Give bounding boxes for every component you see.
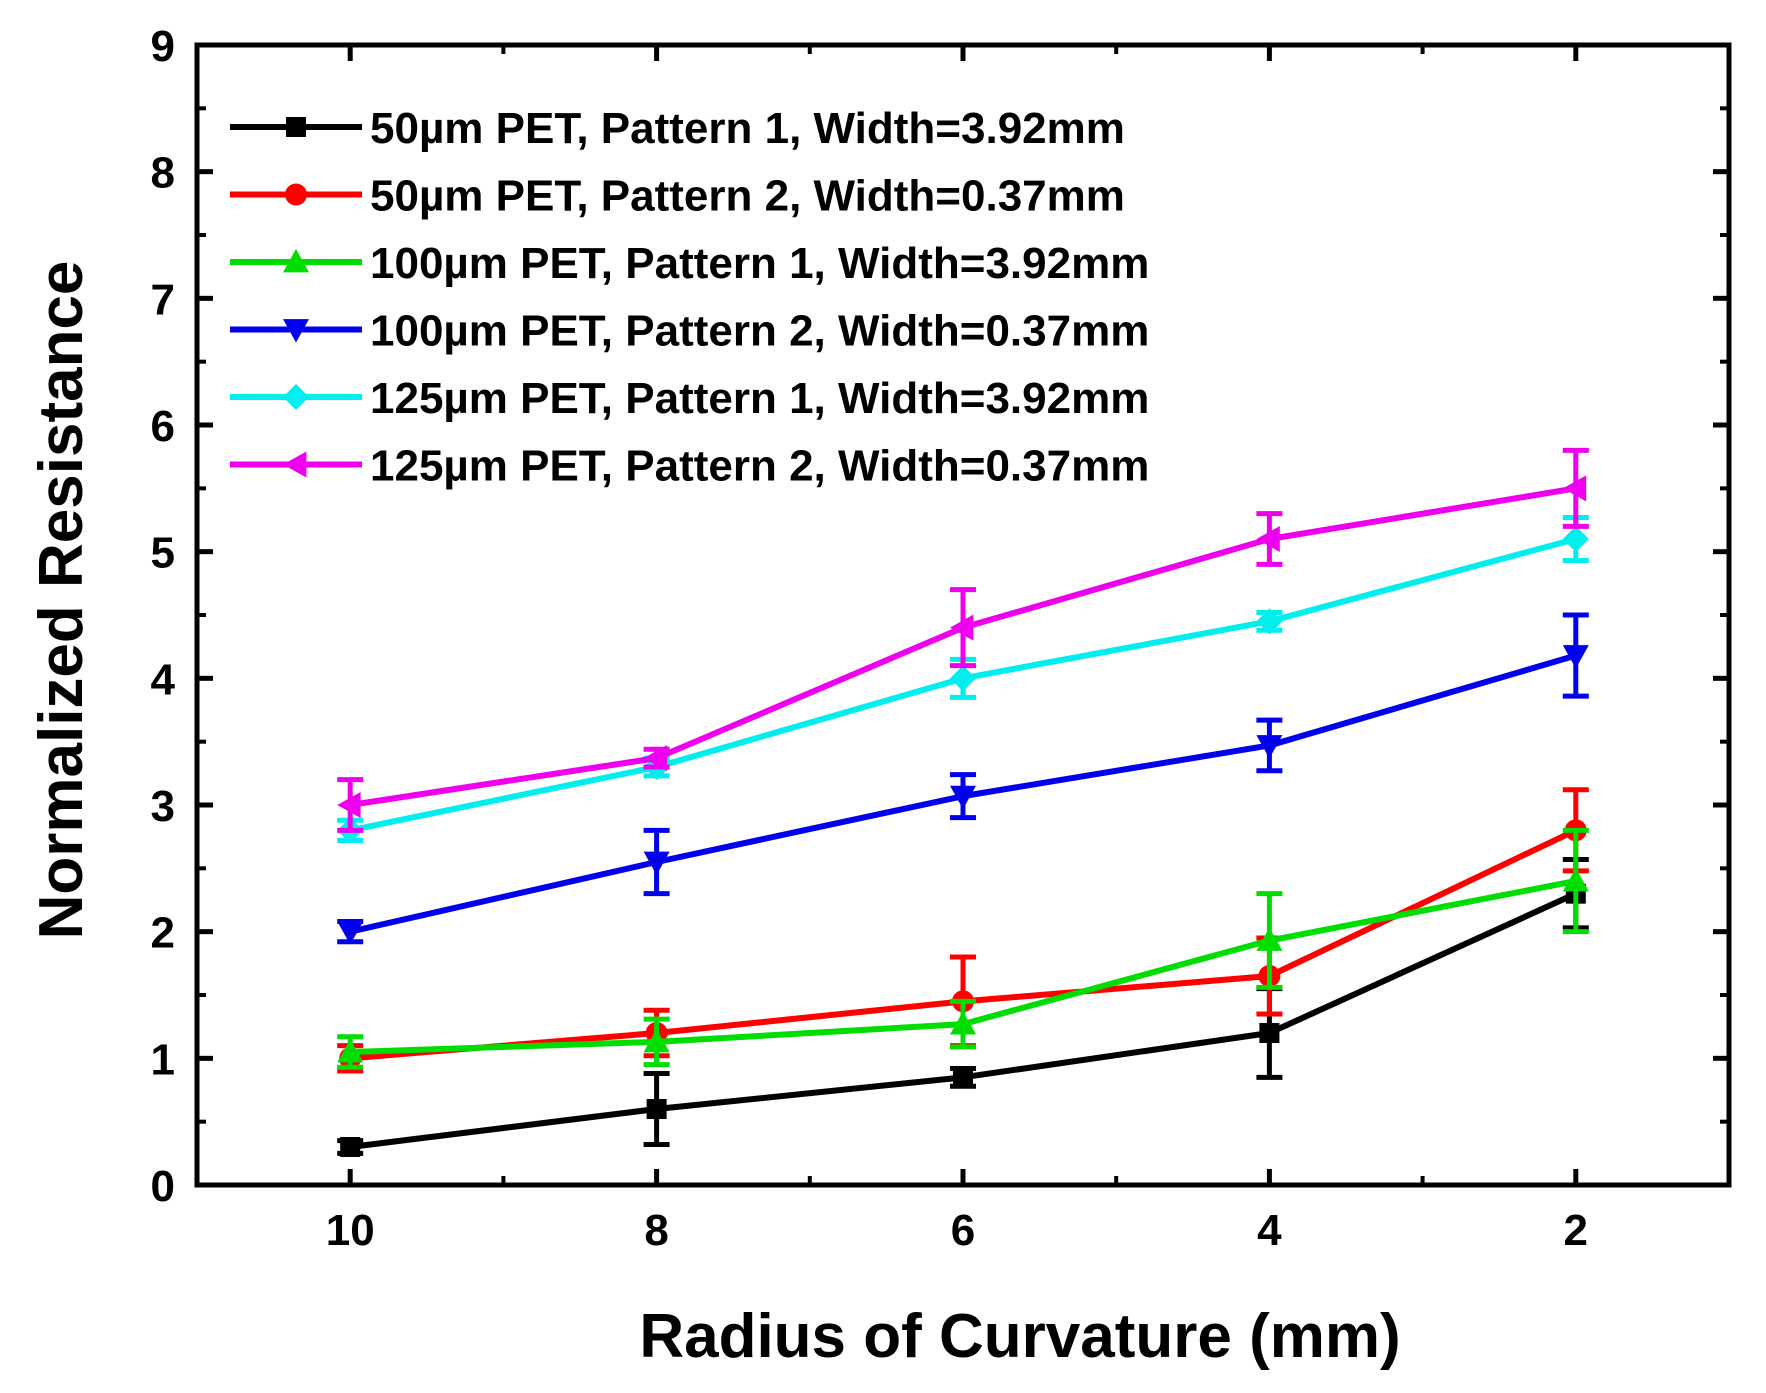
x-tick-label: 8 — [644, 1206, 668, 1255]
data-point — [1256, 927, 1283, 951]
y-tick-label: 6 — [151, 402, 175, 451]
legend-item: 125µm PET, Pattern 2, Width=0.37mm — [230, 442, 1149, 491]
legend-label: 100µm PET, Pattern 2, Width=0.37mm — [370, 307, 1149, 356]
series-3 — [337, 827, 1589, 1070]
y-tick-label: 4 — [151, 655, 176, 704]
data-point — [337, 921, 364, 945]
legend-item: 125µm PET, Pattern 1, Width=3.92mm — [230, 374, 1149, 423]
data-point — [643, 851, 670, 875]
legend-marker — [283, 319, 309, 343]
series-layer — [337, 447, 1589, 1157]
legend-marker — [283, 451, 307, 478]
series-4 — [337, 612, 1589, 945]
data-point — [1562, 645, 1589, 669]
legend-marker — [283, 384, 309, 410]
legend-marker — [285, 183, 307, 206]
data-point — [950, 1011, 976, 1035]
legend-item: 100µm PET, Pattern 2, Width=0.37mm — [230, 307, 1149, 356]
data-point — [643, 745, 667, 772]
legend-label: 50µm PET, Pattern 2, Width=0.37mm — [370, 172, 1125, 221]
data-point — [1562, 526, 1589, 552]
data-point — [337, 1039, 364, 1063]
series-5 — [337, 514, 1589, 844]
data-point — [1562, 475, 1587, 502]
legend-item: 50µm PET, Pattern 2, Width=0.37mm — [230, 172, 1125, 221]
y-tick-labels: 0 1 2 3 4 5 6 7 8 9 — [151, 22, 176, 1211]
legend-marker — [283, 249, 309, 273]
y-tick-label: 0 — [151, 1162, 175, 1211]
data-point — [1256, 735, 1283, 759]
legend-label: 125µm PET, Pattern 2, Width=0.37mm — [370, 442, 1149, 491]
legend-label: 100µm PET, Pattern 1, Width=3.92mm — [370, 239, 1149, 288]
data-point — [950, 785, 976, 810]
y-tick-label: 9 — [151, 22, 175, 71]
data-point — [1562, 868, 1589, 892]
data-point — [1256, 526, 1280, 552]
y-tick-label: 1 — [151, 1035, 175, 1084]
data-point — [1259, 1023, 1280, 1043]
legend-marker — [286, 117, 306, 137]
x-tick-labels: 10 8 6 4 2 — [326, 1206, 1588, 1255]
data-point — [340, 1137, 361, 1157]
x-tick-label: 10 — [326, 1206, 375, 1255]
y-tick-label: 5 — [151, 529, 175, 578]
x-tick-label: 6 — [951, 1206, 975, 1255]
data-point — [950, 614, 974, 641]
y-tick-label: 7 — [151, 275, 175, 324]
data-point — [646, 1099, 667, 1119]
legend-item: 50µm PET, Pattern 1, Width=3.92mm — [230, 104, 1125, 153]
x-tick-label: 2 — [1564, 1206, 1588, 1255]
series-6 — [337, 447, 1589, 833]
data-point — [337, 792, 361, 818]
data-point — [953, 1067, 973, 1088]
x-tick-label: 4 — [1257, 1206, 1282, 1255]
y-axis-title: Normalized Resistance — [27, 261, 96, 940]
y-tick-label: 3 — [151, 782, 175, 831]
y-tick-label: 2 — [151, 909, 175, 958]
legend-label: 50µm PET, Pattern 1, Width=3.92mm — [370, 104, 1125, 153]
data-point — [643, 1028, 670, 1053]
data-point — [1256, 608, 1283, 635]
data-point — [950, 665, 976, 692]
x-axis-title: Radius of Curvature (mm) — [639, 1302, 1400, 1371]
legend: 50µm PET, Pattern 1, Width=3.92mm 50µm PE… — [230, 104, 1149, 491]
y-tick-label: 8 — [151, 149, 175, 198]
legend-label: 125µm PET, Pattern 1, Width=3.92mm — [370, 374, 1149, 423]
tick-marks — [195, 42, 1731, 1188]
legend-item: 100µm PET, Pattern 1, Width=3.92mm — [230, 239, 1149, 288]
